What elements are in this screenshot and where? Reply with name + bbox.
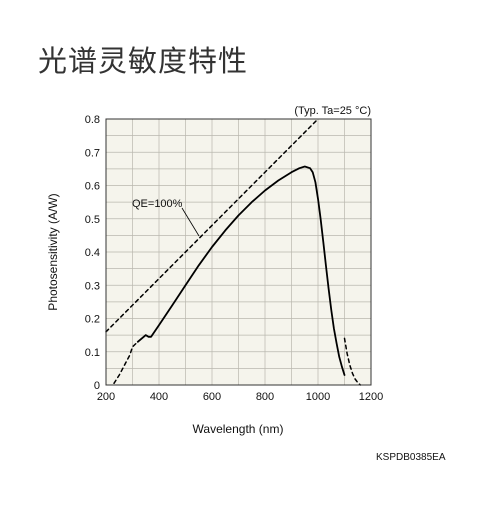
x-axis-label: Wavelength (nm) bbox=[193, 422, 284, 436]
y-tick-label: 0 bbox=[94, 380, 100, 392]
y-tick-label: 0.5 bbox=[85, 214, 100, 226]
tick-labels: 200 400 600 800 1000 1200 0 0.1 0.2 0.3 0.4 0.5 0.6 0… bbox=[85, 114, 384, 403]
photosensitivity-curve bbox=[136, 165, 346, 376]
y-tick-label: 0.3 bbox=[85, 280, 100, 292]
condition-note: (Typ. Ta=25 °C) bbox=[294, 105, 371, 117]
qe-100-line bbox=[105, 118, 319, 333]
series-layer bbox=[105, 118, 362, 386]
x-tick-label: 400 bbox=[150, 391, 168, 403]
x-tick-label: 1200 bbox=[359, 391, 383, 403]
y-tick-label: 0.7 bbox=[85, 147, 100, 159]
y-tick-label: 0.2 bbox=[85, 314, 100, 326]
document-code: KSPDB0385EA bbox=[376, 452, 446, 463]
x-tick-label: 200 bbox=[97, 391, 115, 403]
qe-annotation-leader bbox=[181, 207, 200, 237]
y-tick-label: 0.1 bbox=[85, 347, 100, 359]
x-tick-label: 800 bbox=[256, 391, 274, 403]
plot-frame bbox=[105, 118, 372, 386]
page-title: 光谱灵敏度特性 bbox=[38, 44, 249, 78]
qe-annotation-label: QE=100% bbox=[132, 198, 183, 210]
y-tick-label: 0.6 bbox=[85, 181, 100, 193]
photosensitivity-curve-dashed-3 bbox=[343, 337, 362, 386]
x-tick-label: 600 bbox=[203, 391, 221, 403]
y-tick-label: 0.4 bbox=[85, 247, 100, 259]
y-axis-label: Photosensitivity (A/W) bbox=[46, 193, 60, 310]
photosensitivity-curve-dashed-2 bbox=[113, 341, 139, 385]
x-tick-label: 1000 bbox=[306, 391, 330, 403]
y-tick-label: 0.8 bbox=[85, 114, 100, 126]
